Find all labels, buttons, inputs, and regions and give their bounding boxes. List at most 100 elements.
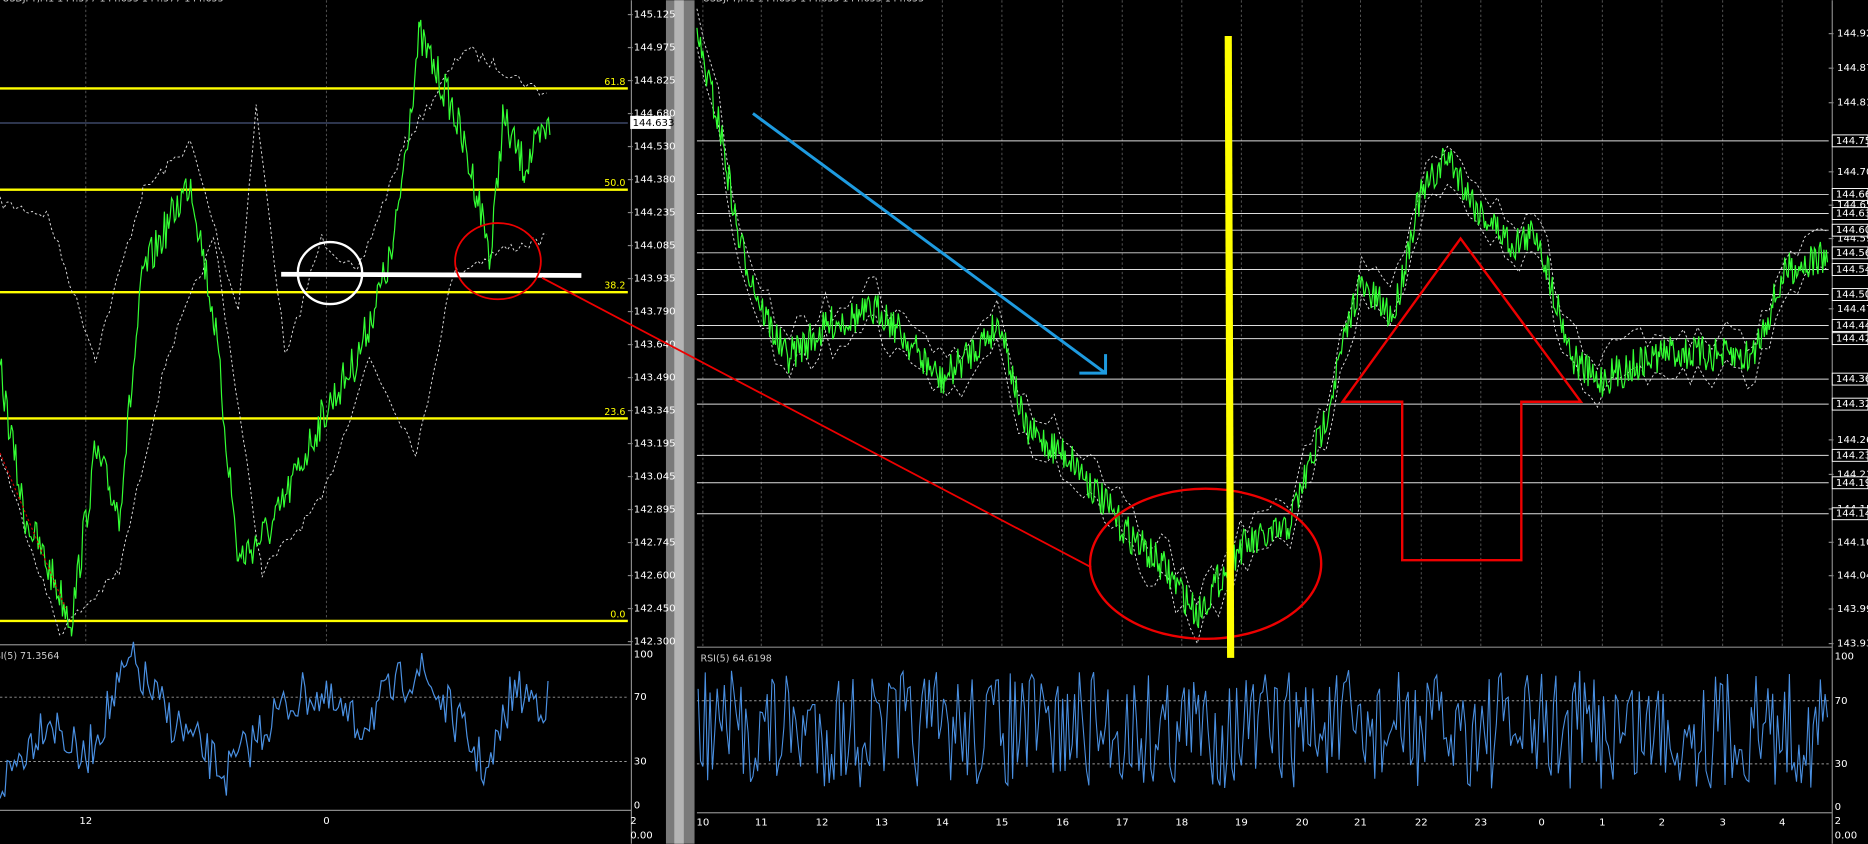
time-label: 1 xyxy=(1599,817,1605,828)
level-label: 144.324 xyxy=(1836,399,1868,410)
red-circle xyxy=(454,222,542,301)
price-label: 144.380 xyxy=(634,175,676,186)
time-label: 20 xyxy=(1296,817,1309,828)
fib-label: 38.2 xyxy=(604,281,625,292)
level-box xyxy=(1831,207,1868,220)
rsi-tick: 70 xyxy=(634,692,647,703)
level-box xyxy=(1831,448,1868,462)
rsi-tick: 0 xyxy=(634,801,640,812)
price-label: 143.045 xyxy=(634,472,676,483)
price-label: 143.345 xyxy=(634,406,676,417)
price-label: 143.195 xyxy=(634,439,676,450)
blue-arrowhead xyxy=(1079,354,1108,375)
level-label: 144.750 xyxy=(1836,136,1868,147)
current-price: 144.633 xyxy=(633,118,675,129)
level-box xyxy=(1831,397,1868,411)
time-label: 0 xyxy=(323,816,329,827)
level-box xyxy=(1831,223,1868,237)
rsi-tick: 100 xyxy=(634,649,653,660)
price-label: 144.705 xyxy=(1837,167,1868,178)
level-label: 144.428 xyxy=(1836,334,1868,345)
level-box xyxy=(1831,319,1868,332)
rsi-tick: 30 xyxy=(1835,759,1848,770)
level-label: 144.661 xyxy=(1836,189,1868,200)
price-label: 144.100 xyxy=(1837,537,1868,548)
time-label: 15 xyxy=(995,817,1008,828)
level-box xyxy=(1831,263,1868,276)
time-label: 19 xyxy=(1235,817,1248,828)
level-label: 144.448 xyxy=(1836,321,1868,332)
price-label: 143.990 xyxy=(1837,604,1868,615)
level-label: 144.364 xyxy=(1836,374,1868,385)
time-label: 11 xyxy=(755,817,768,828)
level-box xyxy=(1831,507,1868,521)
price-label: 142.745 xyxy=(634,538,676,549)
envelope xyxy=(0,45,547,363)
envelope xyxy=(0,233,547,636)
white-line xyxy=(281,271,582,278)
price-label: 144.925 xyxy=(1837,29,1868,40)
fib-label: 50.0 xyxy=(604,178,625,189)
envelope xyxy=(696,46,1827,645)
level-label: 144.604 xyxy=(1836,225,1868,236)
time-label: 2 xyxy=(1659,817,1665,828)
level-label: 144.144 xyxy=(1836,509,1868,520)
envelope xyxy=(696,8,1827,607)
price-label: 145.125 xyxy=(634,10,676,21)
rsi-tick: 100 xyxy=(1835,652,1854,663)
time-label: 23 xyxy=(1474,817,1487,828)
price-label: 144.045 xyxy=(1837,571,1868,582)
price-series xyxy=(696,27,1829,629)
price-label: 142.450 xyxy=(634,604,676,615)
price-label: 143.640 xyxy=(634,340,676,351)
fib-label: 23.6 xyxy=(604,407,625,418)
price-label: 144.210 xyxy=(1837,469,1868,480)
level-label: 144.633 xyxy=(1836,209,1868,220)
price-label: 142.895 xyxy=(634,505,676,516)
rsi-tick: 70 xyxy=(1835,696,1848,707)
price-label: 144.680 xyxy=(634,109,676,120)
yellow-marker xyxy=(1224,35,1235,658)
current-price-box xyxy=(630,115,671,129)
price-label: 143.790 xyxy=(634,307,676,318)
price-label: 144.265 xyxy=(1837,435,1868,446)
price-label: 144.595 xyxy=(1837,234,1868,245)
time-label: 10 xyxy=(696,817,709,828)
price-series xyxy=(0,19,551,637)
level-label: 144.239 xyxy=(1836,450,1868,461)
corner-label: 0.00 xyxy=(1835,830,1858,841)
rsi-tick: 30 xyxy=(634,757,647,768)
rsi-series xyxy=(0,641,549,799)
level-box xyxy=(1831,476,1868,490)
price-label: 144.825 xyxy=(634,76,676,87)
time-label: 13 xyxy=(875,817,888,828)
price-label: 143.490 xyxy=(634,373,676,384)
price-label: 142.300 xyxy=(634,637,676,648)
price-label: 144.235 xyxy=(634,208,676,219)
price-label: 144.085 xyxy=(634,241,676,252)
fib-label: 0.0 xyxy=(610,609,625,620)
blue-arrow xyxy=(752,112,1107,375)
time-label: 17 xyxy=(1116,817,1129,828)
level-label: 144.540 xyxy=(1836,265,1868,276)
trend-line xyxy=(0,452,67,609)
time-label: 0 xyxy=(1538,817,1544,828)
fib-label: 61.8 xyxy=(604,77,625,88)
splitter-grip[interactable] xyxy=(674,0,684,844)
red-connector xyxy=(541,277,1092,569)
corner-label: 2 xyxy=(1835,816,1841,827)
price-label: 144.650 xyxy=(1837,200,1868,211)
white-circle xyxy=(296,240,364,306)
red-up-arrow xyxy=(1340,236,1584,562)
level-box xyxy=(1831,332,1868,346)
corner-label: 0.00 xyxy=(630,830,653,841)
chart-title: USDJPY,M1 144.655 144.655 144.655 144.65… xyxy=(703,0,924,5)
level-label: 144.196 xyxy=(1836,478,1868,489)
price-label: 144.475 xyxy=(1837,304,1868,315)
price-label: 143.935 xyxy=(1837,639,1868,650)
time-label: 22 xyxy=(1415,817,1428,828)
level-box xyxy=(1831,372,1868,386)
